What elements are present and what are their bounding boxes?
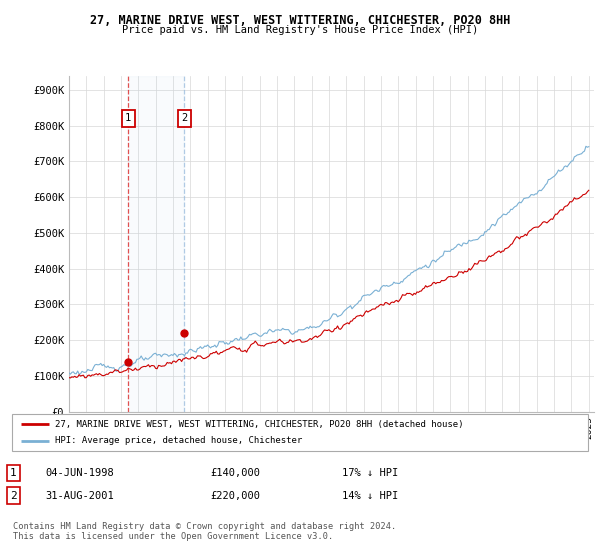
Text: £140,000: £140,000 [210, 468, 260, 478]
Text: HPI: Average price, detached house, Chichester: HPI: Average price, detached house, Chic… [55, 436, 302, 445]
Text: 27, MARINE DRIVE WEST, WEST WITTERING, CHICHESTER, PO20 8HH: 27, MARINE DRIVE WEST, WEST WITTERING, C… [90, 14, 510, 27]
Text: Price paid vs. HM Land Registry's House Price Index (HPI): Price paid vs. HM Land Registry's House … [122, 25, 478, 35]
Text: 04-JUN-1998: 04-JUN-1998 [45, 468, 114, 478]
Text: 17% ↓ HPI: 17% ↓ HPI [342, 468, 398, 478]
Text: 27, MARINE DRIVE WEST, WEST WITTERING, CHICHESTER, PO20 8HH (detached house): 27, MARINE DRIVE WEST, WEST WITTERING, C… [55, 420, 464, 429]
Text: £220,000: £220,000 [210, 491, 260, 501]
Text: 1: 1 [125, 114, 131, 124]
Text: 2: 2 [10, 491, 17, 501]
FancyBboxPatch shape [12, 414, 588, 451]
Bar [128, 76, 184, 412]
Text: 1: 1 [10, 468, 17, 478]
Text: 31-AUG-2001: 31-AUG-2001 [45, 491, 114, 501]
Text: 14% ↓ HPI: 14% ↓ HPI [342, 491, 398, 501]
Text: Contains HM Land Registry data © Crown copyright and database right 2024.
This d: Contains HM Land Registry data © Crown c… [13, 522, 397, 542]
Text: 2: 2 [181, 114, 188, 124]
